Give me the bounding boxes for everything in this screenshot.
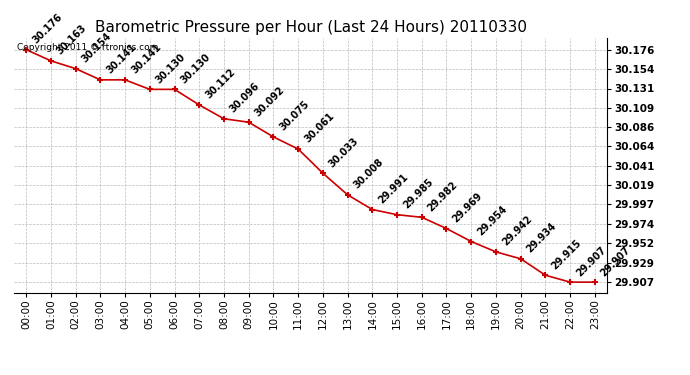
- Text: 30.154: 30.154: [80, 31, 113, 64]
- Text: 29.942: 29.942: [500, 214, 533, 248]
- Text: 30.176: 30.176: [30, 12, 64, 45]
- Title: Barometric Pressure per Hour (Last 24 Hours) 20110330: Barometric Pressure per Hour (Last 24 Ho…: [95, 20, 526, 35]
- Text: 29.991: 29.991: [377, 172, 410, 206]
- Text: 30.096: 30.096: [228, 81, 262, 115]
- Text: 30.008: 30.008: [352, 157, 386, 190]
- Text: 29.969: 29.969: [451, 191, 484, 224]
- Text: 29.985: 29.985: [401, 177, 435, 210]
- Text: 29.915: 29.915: [549, 237, 583, 271]
- Text: 30.130: 30.130: [179, 52, 213, 85]
- Text: 30.075: 30.075: [277, 99, 311, 133]
- Text: 29.934: 29.934: [525, 221, 558, 255]
- Text: 30.112: 30.112: [204, 67, 237, 101]
- Text: 30.061: 30.061: [302, 111, 336, 145]
- Text: 30.033: 30.033: [327, 135, 361, 169]
- Text: 30.163: 30.163: [55, 23, 88, 57]
- Text: 30.141: 30.141: [104, 42, 138, 76]
- Text: 30.092: 30.092: [253, 84, 286, 118]
- Text: Copyright 2011 © rtronics.com: Copyright 2011 © rtronics.com: [17, 43, 158, 52]
- Text: 29.954: 29.954: [475, 204, 509, 237]
- Text: 29.907: 29.907: [599, 244, 633, 278]
- Text: 29.982: 29.982: [426, 180, 460, 213]
- Text: 29.907: 29.907: [574, 244, 608, 278]
- Text: 30.141: 30.141: [129, 42, 163, 76]
- Text: 30.130: 30.130: [154, 52, 188, 85]
